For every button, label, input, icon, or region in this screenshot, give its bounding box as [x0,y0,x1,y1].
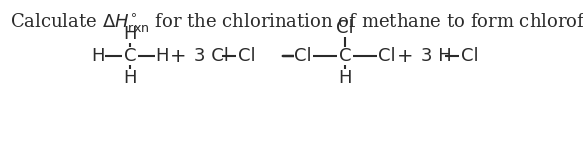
Text: Cl: Cl [336,19,354,37]
Text: +: + [397,47,413,66]
Text: C: C [124,47,136,65]
Text: +: + [170,47,186,66]
Text: Cl: Cl [294,47,312,65]
Text: H: H [92,47,105,65]
Text: 3 H: 3 H [421,47,452,65]
Text: Cl: Cl [378,47,396,65]
Text: H: H [123,69,137,87]
Text: H: H [338,69,352,87]
Text: C: C [339,47,351,65]
Text: Cl: Cl [238,47,255,65]
Text: H: H [155,47,168,65]
Text: Cl: Cl [461,47,479,65]
Text: H: H [123,25,137,43]
Text: Calculate $\Delta H^{\circ}_{\mathsf{rxn}}$ for the chlorination of methane to f: Calculate $\Delta H^{\circ}_{\mathsf{rxn… [10,11,583,34]
Text: 3 Cl: 3 Cl [194,47,229,65]
